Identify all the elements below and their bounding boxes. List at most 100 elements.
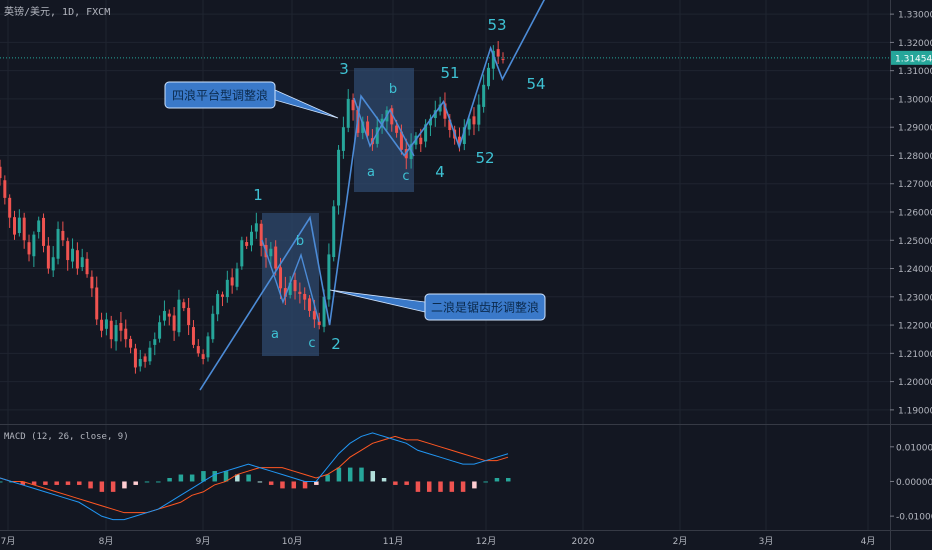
candle-body: [424, 124, 428, 142]
macd-bar: [43, 481, 48, 485]
candle-body: [259, 223, 263, 246]
candle-body: [216, 293, 220, 315]
candle-body: [332, 206, 336, 258]
candle-body: [109, 320, 113, 340]
candle-body: [27, 242, 31, 255]
candle-body: [448, 119, 452, 131]
callout-wave4-box: [164, 81, 276, 109]
y-tick-label: 1.32000: [898, 39, 932, 49]
y-tick-label: 1.19000: [898, 406, 932, 416]
candle-body: [220, 294, 224, 297]
callout-wave2-box: [424, 293, 546, 321]
candle-body: [457, 136, 461, 145]
macd-bar: [336, 467, 342, 482]
candle-body: [477, 104, 481, 125]
macd-title: MACD (12, 26, close, 9): [4, 432, 129, 442]
candle-body: [196, 346, 200, 354]
candle-body: [250, 231, 253, 246]
macd-bar: [280, 481, 285, 489]
macd-bar: [122, 481, 127, 489]
candle-body: [187, 307, 191, 326]
sub-wave-label-c: c: [308, 336, 315, 351]
candle-body: [361, 121, 365, 133]
candle-body: [366, 121, 370, 136]
macd-bar: [77, 481, 82, 485]
wave-label-1: 1: [253, 186, 263, 204]
macd-bar: [347, 467, 353, 482]
x-tick-label: 2020: [572, 537, 595, 547]
macd-bar: [178, 474, 184, 482]
candle-body: [191, 327, 195, 345]
wave-label-53: 53: [487, 16, 506, 34]
sub-wave-label-a: a: [271, 327, 279, 342]
y-tick-label: 1.28000: [898, 152, 932, 162]
candle-body: [119, 323, 123, 331]
macd-bar: [144, 481, 150, 483]
candle-body: [303, 293, 307, 300]
candle-body: [322, 296, 326, 327]
candle-body: [104, 319, 108, 329]
candle-body: [17, 217, 21, 234]
candle-body: [240, 240, 244, 267]
candle-body: [346, 98, 350, 128]
macd-bar: [156, 481, 161, 483]
candle-body: [95, 287, 99, 320]
candle-body: [32, 234, 36, 257]
callout-wave4-text: 四浪平台型调整浪: [172, 88, 268, 103]
candle-body: [90, 276, 94, 289]
candle-body: [42, 217, 46, 246]
candle-body: [85, 258, 89, 275]
macd-bar: [325, 474, 330, 482]
symbol-title: 英镑/美元, 1D, FXCM: [4, 7, 111, 18]
x-tick-label: 8月: [99, 536, 114, 547]
candle-body: [138, 358, 142, 367]
macd-bar: [54, 481, 59, 485]
wave-path: [199, 0, 546, 391]
candle-body: [482, 84, 486, 107]
macd-bar: [302, 481, 308, 489]
wave-label-3: 3: [339, 60, 349, 78]
candle-body: [472, 116, 476, 125]
candle-body: [211, 313, 215, 340]
candle-body: [269, 248, 273, 257]
candle-body: [501, 59, 505, 61]
macd-bar: [404, 481, 409, 485]
wave-label-51: 51: [440, 64, 459, 82]
candle-body: [399, 131, 403, 150]
candle-body: [167, 313, 171, 317]
macd-bar: [370, 471, 376, 482]
candle-body: [467, 118, 471, 130]
macd-bar: [393, 481, 398, 485]
candle-body: [395, 125, 399, 133]
macd-bar: [426, 481, 432, 492]
macd-bar: [359, 467, 364, 482]
candle-body: [293, 279, 297, 292]
candle-body: [327, 254, 331, 300]
macd-y-tick-label: 0.01000: [896, 443, 932, 453]
wave-label-4: 4: [435, 163, 445, 181]
candle-body: [279, 267, 283, 289]
candle-body: [317, 321, 321, 326]
macd-bar: [65, 481, 71, 485]
y-tick-label: 1.24000: [898, 265, 932, 275]
macd-bar: [246, 474, 251, 482]
macd-bar: [415, 481, 421, 492]
candle-body: [201, 354, 205, 359]
candle-body: [288, 282, 292, 295]
candle-body: [462, 127, 466, 145]
macd-bar: [20, 481, 26, 485]
candle-body: [13, 217, 17, 235]
candle-body: [486, 67, 490, 87]
candle-body: [100, 319, 104, 331]
macd-bar: [212, 471, 217, 482]
candle-body: [443, 103, 447, 119]
candle-body: [312, 311, 316, 320]
y-tick-label: 1.22000: [898, 322, 932, 332]
candle-body: [129, 338, 133, 348]
candle-body: [419, 137, 423, 145]
y-tick-label: 1.25000: [898, 237, 932, 247]
candle-body: [80, 257, 84, 268]
candle-body: [37, 220, 41, 232]
sub-wave-path: [353, 97, 415, 157]
